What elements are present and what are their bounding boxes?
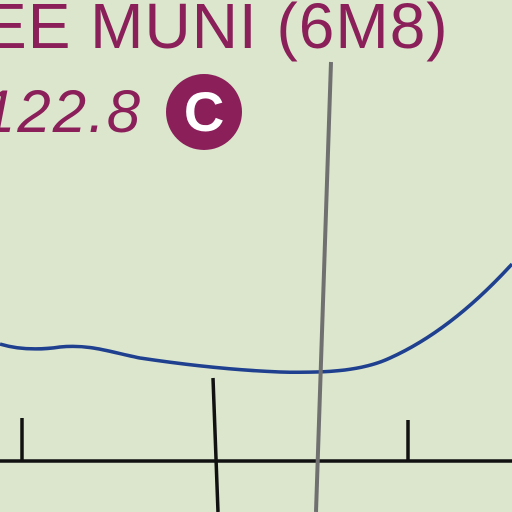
- airport-name: EE MUNI (6M8): [0, 0, 449, 62]
- ctaf-c-icon: C: [166, 74, 243, 150]
- longitude-line: [211, 377, 220, 512]
- ctaf-frequency: 122.8: [0, 78, 143, 145]
- airport-frequency-row: 122.8 C: [0, 72, 243, 152]
- meridian-line: [314, 61, 333, 512]
- river-line: [0, 262, 512, 375]
